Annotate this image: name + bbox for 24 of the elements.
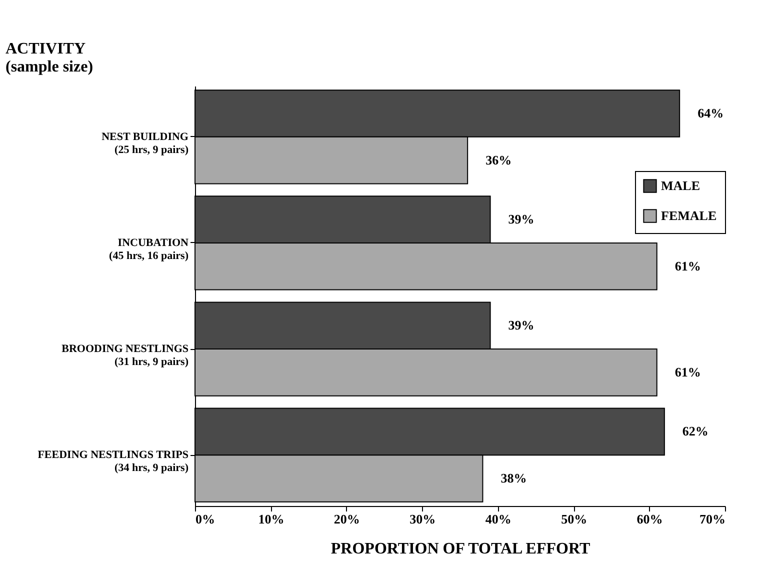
data-label: 38% (500, 470, 527, 486)
x-tick-label: 50% (561, 512, 588, 526)
data-label: 36% (486, 152, 512, 168)
y-tick-label: NEST BUILDING (25 hrs, 9 pairs) (102, 130, 189, 156)
x-tick-label: 30% (410, 512, 436, 526)
y-tick-label: BROODING NESTLINGS (31 hrs, 9 pairs) (62, 343, 189, 368)
x-tick-label: 20% (334, 512, 360, 526)
data-label: 64% (698, 106, 724, 121)
y-tick-label: FEEDING NESTLINGS TRIPS (34 hrs, 9 pairs) (38, 449, 189, 474)
x-tick-label: 60% (636, 512, 663, 526)
x-tick-label: 70% (700, 512, 726, 526)
legend-label: FEMALE (661, 208, 717, 223)
y-tick-label: INCUBATION (45 hrs, 16 pairs) (109, 236, 189, 262)
x-tick-label: 40% (485, 512, 512, 526)
data-label: 61% (674, 364, 701, 380)
x-axis-title: PROPORTION OF TOTAL EFFORT (330, 540, 590, 558)
x-tick-label: 0% (196, 512, 215, 526)
data-label: 62% (682, 424, 708, 439)
x-tick-label: 10% (258, 512, 284, 526)
data-label: 39% (508, 212, 534, 227)
data-label: 39% (508, 318, 534, 333)
legend-label: MALE (661, 178, 700, 193)
data-label: 61% (674, 258, 701, 274)
y-axis-title: ACTIVITY (sample size) (6, 40, 94, 76)
